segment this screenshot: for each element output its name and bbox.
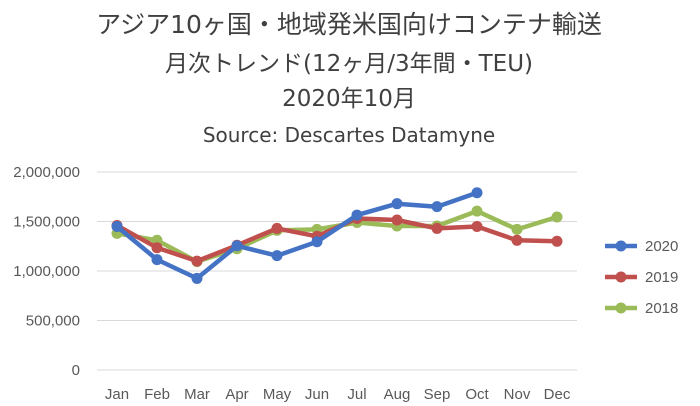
legend-swatch-marker [615,302,627,314]
x-tick-label: Aug [384,386,411,403]
y-tick-label: 1,500,000 [13,214,80,231]
data-point-2020 [431,201,443,213]
data-point-2020 [191,272,203,284]
legend-item-2019: 2019 [605,269,678,286]
data-point-2020 [151,254,163,266]
series-lines [111,187,563,284]
data-point-2020 [231,240,243,252]
data-point-2018 [551,211,563,223]
x-tick-label: Oct [465,386,489,403]
legend-item-2020: 2020 [605,238,678,255]
legend-item-2018: 2018 [605,300,678,317]
x-tick-label: Apr [225,386,248,403]
gridlines [97,171,577,371]
x-tick-label: Feb [144,386,170,403]
data-point-2019 [391,214,403,226]
y-tick-label: 500,000 [26,313,80,330]
legend-label: 2018 [645,300,678,317]
data-point-2020 [311,236,323,248]
x-tick-label: Dec [544,386,571,403]
x-tick-label: Mar [184,386,210,403]
x-tick-label: Nov [504,386,531,403]
legend-swatch-marker [615,271,627,283]
chart-title-line-3: 2020年10月 [282,86,416,112]
data-point-2019 [151,242,163,254]
x-axis-tick-labels: Jan Feb Mar Apr May Jun Jul Aug Sep Oct Nov Dec [105,386,571,403]
chart-source-line: Source: Descartes Datamyne [203,123,495,147]
data-point-2019 [471,220,483,232]
y-axis-tick-labels: 0 500,000 1,000,000 1,500,000 2,000,000 [13,164,80,379]
y-tick-label: 0 [72,362,80,379]
x-tick-label: Jun [305,386,329,403]
legend-label: 2019 [645,269,678,286]
data-point-2018 [511,223,523,235]
data-point-2020 [271,250,283,262]
legend: 2020 2019 2018 [605,238,678,317]
x-tick-label: Jul [347,386,366,403]
series-2018 [111,205,563,268]
legend-swatch-marker [615,240,627,252]
data-point-2020 [471,187,483,199]
x-tick-label: Jan [105,386,129,403]
data-point-2019 [511,234,523,246]
data-point-2020 [111,220,123,232]
chart-title-line-2: 月次トレンド(12ヶ月/3年間・TEU) [165,51,533,77]
series-2020 [111,187,483,284]
data-point-2020 [391,198,403,210]
series-line-2020 [114,190,480,281]
y-tick-label: 1,000,000 [13,263,80,280]
data-point-2019 [551,235,563,247]
x-tick-label: Sep [424,386,451,403]
series-line-2018 [114,208,560,264]
chart-title-line-1: アジア10ヶ国・地域発米国向けコンテナ輸送 [96,10,602,39]
legend-label: 2020 [645,238,678,255]
y-tick-label: 2,000,000 [13,164,80,181]
data-point-2018 [471,205,483,217]
data-point-2020 [351,209,363,221]
data-point-2019 [271,222,283,234]
data-point-2019 [431,222,443,234]
x-tick-label: May [263,386,292,403]
data-point-2019 [191,255,203,267]
